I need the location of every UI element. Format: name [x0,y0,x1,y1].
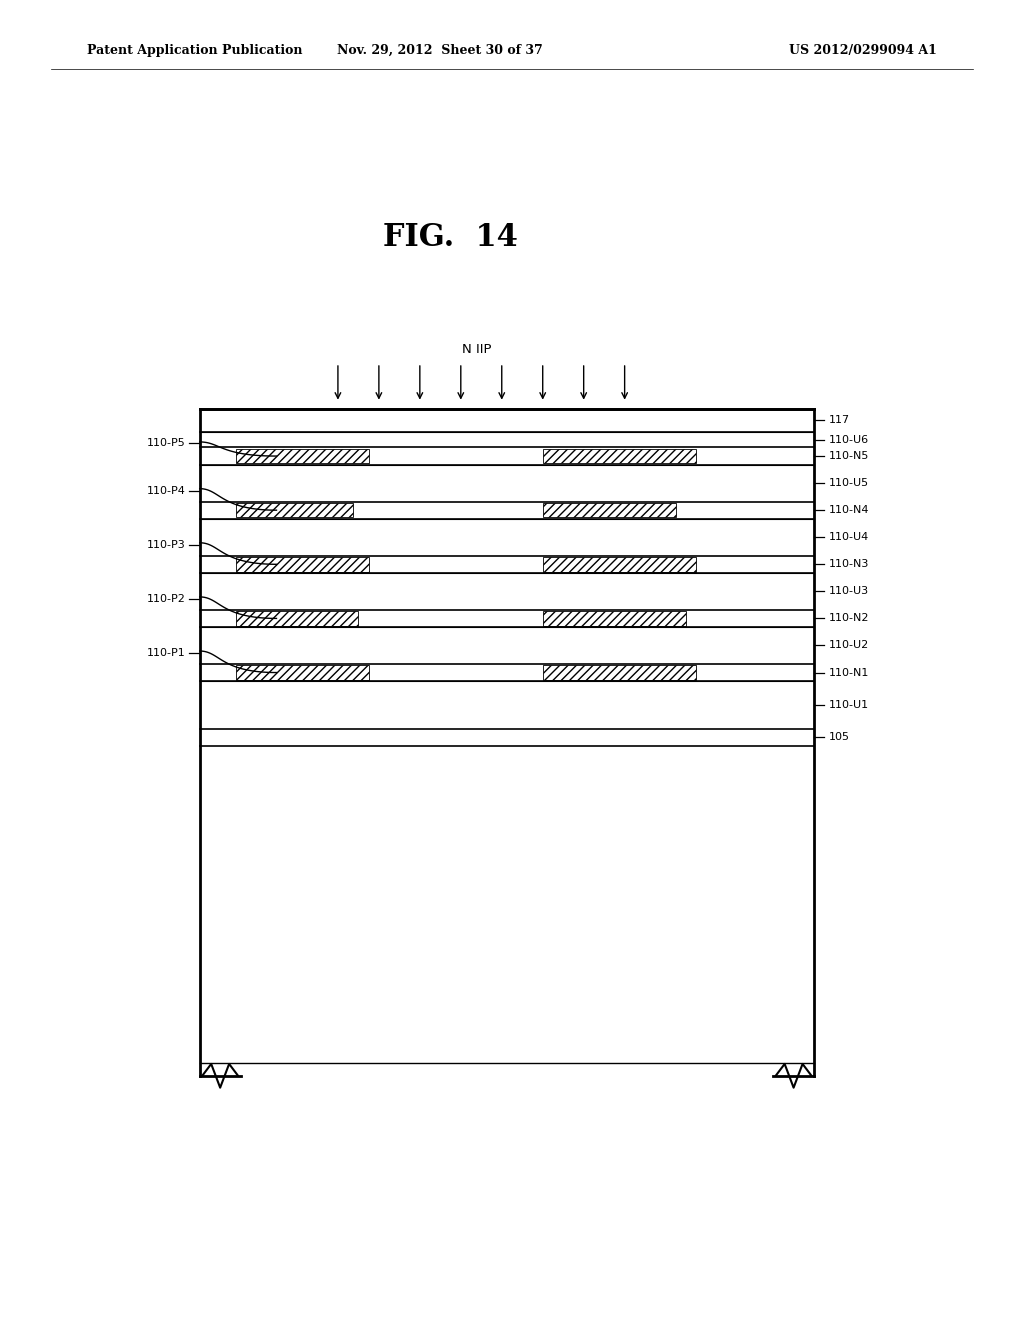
Text: 110-P4: 110-P4 [146,486,185,495]
Text: 110-P2: 110-P2 [146,594,185,603]
Bar [200,409,814,1076]
Text: FIG.  14: FIG. 14 [383,222,518,253]
Bar [543,611,686,626]
Text: 105: 105 [828,733,850,742]
Text: 110-P5: 110-P5 [146,438,185,447]
Text: 110-U4: 110-U4 [828,532,868,543]
Text: 110-U6: 110-U6 [828,434,868,445]
Text: Nov. 29, 2012  Sheet 30 of 37: Nov. 29, 2012 Sheet 30 of 37 [338,44,543,57]
Bar [543,503,676,517]
Text: N IIP: N IIP [463,343,492,356]
Text: 110-N4: 110-N4 [828,506,869,515]
Bar [200,664,814,681]
Text: Patent Application Publication: Patent Application Publication [87,44,302,57]
Text: 110-U3: 110-U3 [828,586,868,597]
Bar [543,557,696,572]
Text: US 2012/0299094 A1: US 2012/0299094 A1 [790,44,937,57]
Bar [200,502,814,519]
Text: 110-N2: 110-N2 [828,614,869,623]
Text: 110-P1: 110-P1 [146,648,185,657]
Text: 110-N3: 110-N3 [828,560,868,569]
Bar [200,610,814,627]
Bar [200,409,814,432]
Bar [236,557,369,572]
Bar [236,611,358,626]
Bar [200,556,814,573]
Bar [236,665,369,680]
Bar [200,447,814,465]
Text: 110-N5: 110-N5 [828,451,868,461]
Bar [543,665,696,680]
Bar [236,449,369,463]
Text: 110-P3: 110-P3 [146,540,185,549]
Bar [543,449,696,463]
Text: 110-N1: 110-N1 [828,668,868,677]
Text: 110-U2: 110-U2 [828,640,868,651]
Text: 110-U1: 110-U1 [828,700,868,710]
Text: 117: 117 [828,416,850,425]
Text: 110-U5: 110-U5 [828,478,868,488]
Bar [236,503,353,517]
